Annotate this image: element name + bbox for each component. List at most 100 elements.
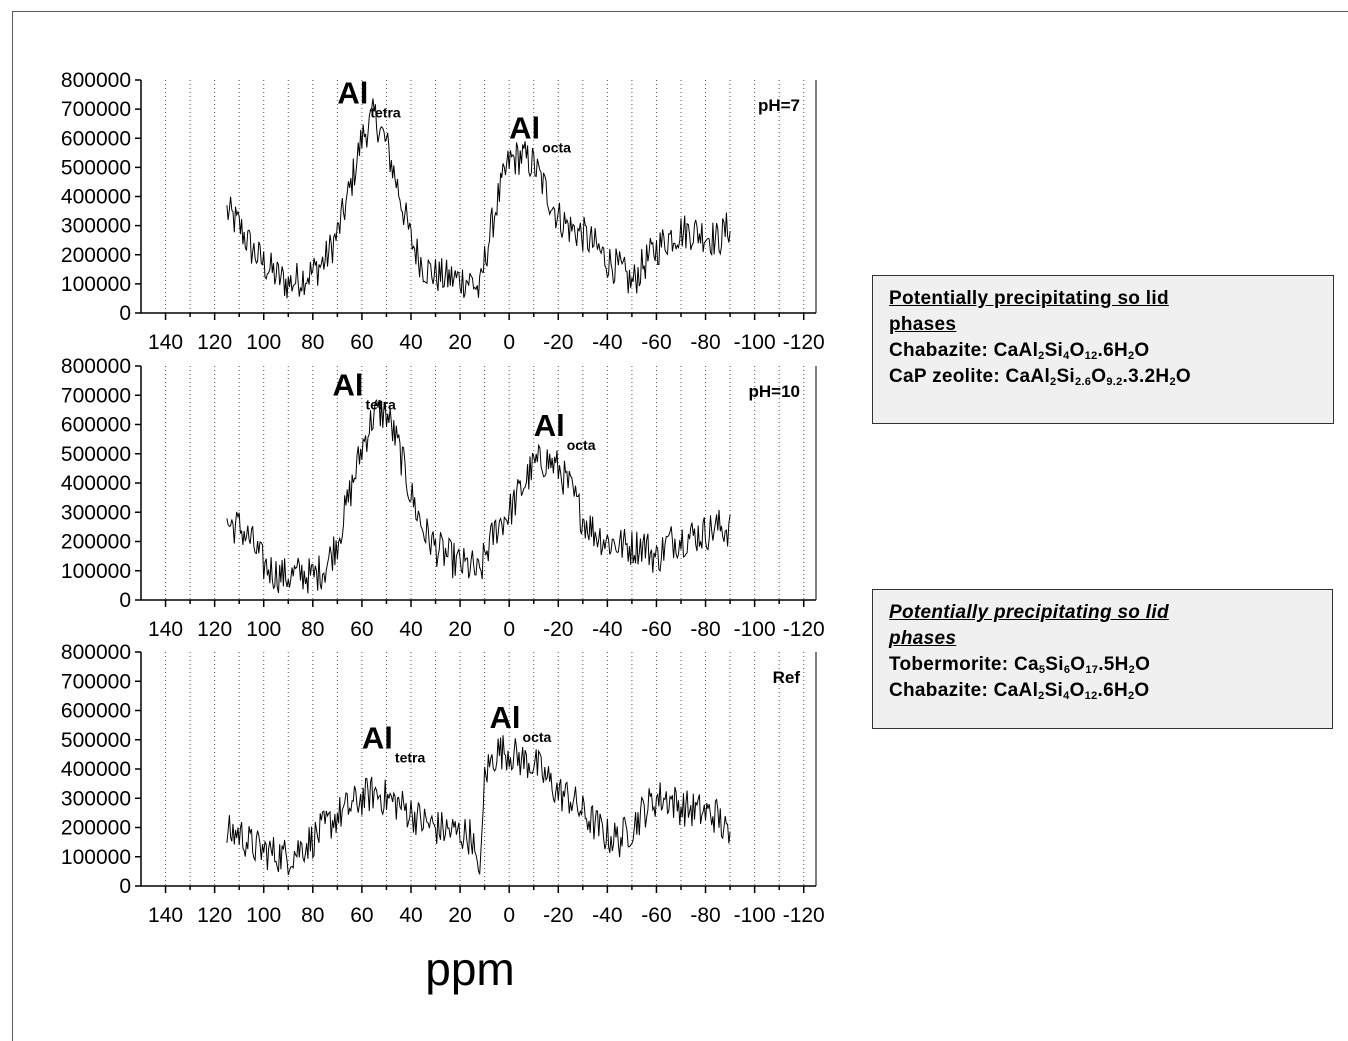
nmr-series-line xyxy=(226,98,731,299)
x-tick-label: -120 xyxy=(783,904,825,927)
x-tick-label: -120 xyxy=(783,618,825,641)
y-tick-label: 100000 xyxy=(61,560,131,583)
x-tick-label: 100 xyxy=(246,331,281,354)
y-tick-label: 800000 xyxy=(61,69,131,92)
x-tick-label: 40 xyxy=(399,618,422,641)
x-tick-label: 40 xyxy=(399,904,422,927)
box2-header-line2: phases xyxy=(889,628,957,649)
box1-chabazite-line: Chabazite: CaAl2Si4O12.6H2O xyxy=(889,340,1150,362)
x-tick-label: 80 xyxy=(301,904,324,927)
peak-label-al: Al xyxy=(534,408,565,443)
x-tick-label: 100 xyxy=(246,904,281,927)
x-tick-label: -60 xyxy=(641,331,671,354)
y-tick-label: 700000 xyxy=(61,98,131,121)
y-tick-label: 300000 xyxy=(61,501,131,524)
peak-label-al: Al xyxy=(490,700,521,735)
y-tick-label: 400000 xyxy=(61,186,131,209)
panel-label: pH=7 xyxy=(758,96,800,115)
y-tick-label: 300000 xyxy=(61,215,131,238)
x-tick-label: 140 xyxy=(148,331,183,354)
y-tick-label: 500000 xyxy=(61,729,131,752)
peak-label-al: Al xyxy=(337,75,368,110)
x-tick-label: 60 xyxy=(350,331,373,354)
y-tick-label: 0 xyxy=(119,302,131,325)
y-tick-label: 100000 xyxy=(61,846,131,869)
y-tick-label: 200000 xyxy=(61,244,131,267)
precipitating-phases-box-ph: Potentially precipitating so lid phases … xyxy=(872,275,1334,424)
panel-label: pH=10 xyxy=(749,382,801,401)
peak-label-al: Al xyxy=(362,721,393,756)
box2-chabazite-line: Chabazite: CaAl2Si4O12.6H2O xyxy=(889,680,1150,702)
x-tick-label: 120 xyxy=(197,618,232,641)
frame-left-border xyxy=(12,11,13,1041)
precipitating-phases-box-ref: Potentially precipitating so lid phases … xyxy=(872,589,1333,729)
y-tick-label: 800000 xyxy=(61,641,131,664)
peak-label-sub: octa xyxy=(567,437,596,453)
box1-header-line2: phases xyxy=(889,314,957,335)
box2-tobermorite-name: Tobermorite: xyxy=(889,654,1014,675)
box1-cap-zeolite-line: CaP zeolite: CaAl2Si2.6O9.2.3.2H2O xyxy=(889,366,1191,388)
x-tick-label: 20 xyxy=(448,331,471,354)
nmr-series-line xyxy=(226,735,731,876)
peak-label-sub: octa xyxy=(542,139,571,155)
x-tick-label: 120 xyxy=(197,904,232,927)
peak-label-sub: tetra xyxy=(395,750,426,766)
y-tick-label: 400000 xyxy=(61,472,131,495)
x-tick-label: -20 xyxy=(543,904,573,927)
x-tick-label: 0 xyxy=(503,904,515,927)
peak-label-sub: tetra xyxy=(370,104,401,120)
y-tick-label: 100000 xyxy=(61,273,131,296)
box1-header-line1: Potentially precipitating so lid xyxy=(889,288,1169,309)
y-tick-label: 200000 xyxy=(61,531,131,554)
peak-label-sub: octa xyxy=(523,729,552,745)
x-tick-label: 140 xyxy=(148,904,183,927)
box2-tobermorite-line: Tobermorite: Ca5Si6O17.5H2O xyxy=(889,654,1151,676)
x-tick-label: 20 xyxy=(448,904,471,927)
x-tick-label: 0 xyxy=(503,618,515,641)
y-tick-label: 200000 xyxy=(61,817,131,840)
y-tick-label: 300000 xyxy=(61,787,131,810)
y-tick-label: 600000 xyxy=(61,127,131,150)
y-tick-label: 800000 xyxy=(61,355,131,378)
x-tick-label: -20 xyxy=(543,618,573,641)
x-tick-label: 80 xyxy=(301,331,324,354)
panel-label: Ref xyxy=(773,668,801,687)
x-tick-label: -120 xyxy=(783,331,825,354)
chart-panel-1: 0 100000 200000 300000 400000 500000 600000 700… xyxy=(61,355,825,641)
x-tick-label: 80 xyxy=(301,618,324,641)
y-tick-label: 600000 xyxy=(61,414,131,437)
box2-header-line1: Potentially precipitating so lid xyxy=(889,602,1169,623)
x-tick-label: -80 xyxy=(690,331,720,354)
y-tick-label: 700000 xyxy=(61,670,131,693)
x-tick-label: 120 xyxy=(197,331,232,354)
nmr-series-line xyxy=(226,399,731,594)
box1-chabazite-name: Chabazite: xyxy=(889,340,994,361)
x-tick-label: -40 xyxy=(592,618,622,641)
x-tick-label: -60 xyxy=(641,618,671,641)
x-tick-label: 100 xyxy=(246,618,281,641)
x-tick-label: 40 xyxy=(399,331,422,354)
y-tick-label: 400000 xyxy=(61,758,131,781)
x-tick-label: -60 xyxy=(641,904,671,927)
box1-cap-zeolite-name: CaP zeolite: xyxy=(889,366,1006,387)
x-tick-label: 140 xyxy=(148,618,183,641)
chart-panel-2: 0 100000 200000 300000 400000 500000 600000 700… xyxy=(61,641,825,927)
x-tick-label: -40 xyxy=(592,904,622,927)
x-tick-label: -40 xyxy=(592,331,622,354)
y-tick-label: 500000 xyxy=(61,443,131,466)
x-tick-label: -80 xyxy=(690,618,720,641)
x-tick-label: -100 xyxy=(734,904,776,927)
x-tick-label: -100 xyxy=(734,331,776,354)
x-tick-label: 20 xyxy=(448,618,471,641)
x-tick-label: 60 xyxy=(350,618,373,641)
x-tick-label: 0 xyxy=(503,331,515,354)
x-tick-label: 60 xyxy=(350,904,373,927)
y-tick-label: 600000 xyxy=(61,700,131,723)
y-tick-label: 500000 xyxy=(61,156,131,179)
y-tick-label: 700000 xyxy=(61,384,131,407)
y-tick-label: 0 xyxy=(119,589,131,612)
x-axis-label: ppm xyxy=(425,943,514,995)
x-tick-label: -80 xyxy=(690,904,720,927)
frame-top-border xyxy=(12,11,1348,12)
